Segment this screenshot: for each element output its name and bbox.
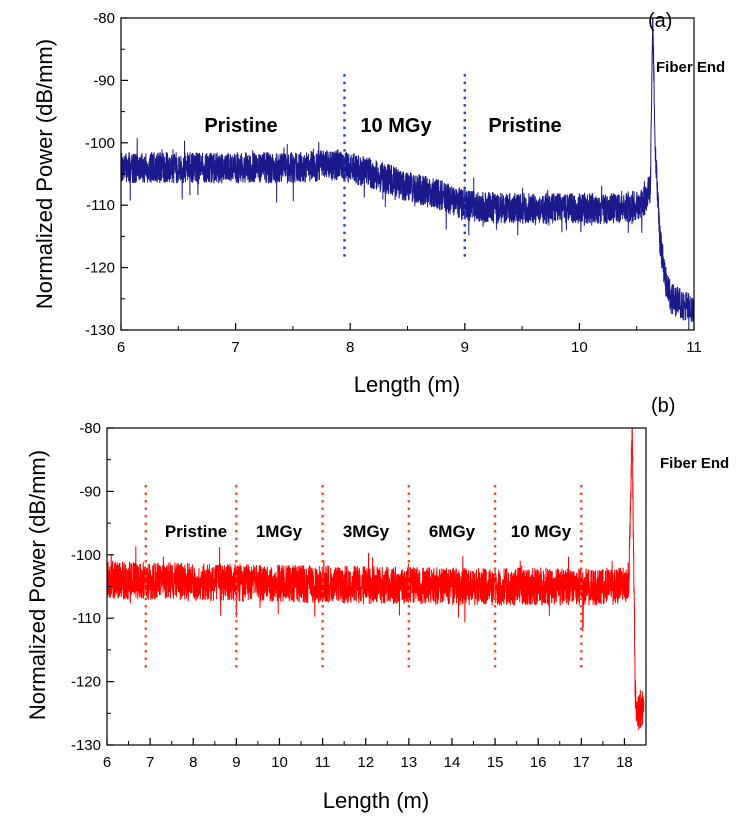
panel-b-x-tick-label: 10 — [271, 754, 288, 771]
panel-b-x-tick-label: 16 — [530, 754, 547, 771]
panel-b-x-tick-label: 7 — [146, 754, 154, 771]
panel-b-x-tick-label: 17 — [573, 754, 590, 771]
panel-a-x-tick-label: 11 — [686, 339, 702, 356]
panel-a-plot-clip-group — [121, 18, 694, 330]
panel-b: 6 7 8 9 10 11 12 13 14 15 16 17 18 -80 -90 -100 -110 -12… — [25, 395, 729, 813]
panel-b-x-tick-label: 15 — [487, 754, 504, 771]
panel-a-series-line — [121, 18, 694, 330]
panel-a-x-tick-label: 8 — [346, 339, 354, 356]
panel-b-y-tick-label: -120 — [71, 674, 101, 691]
panel-b-region-label: 6MGy — [429, 522, 476, 541]
panel-b-x-tick-label: 12 — [357, 754, 374, 771]
panel-a-fiber-end-label: Fiber End — [656, 59, 725, 76]
panel-a-x-tick-label: 10 — [571, 339, 588, 356]
panel-b-x-tick-label: 11 — [315, 754, 331, 771]
panel-a-x-ticks: 6 7 8 9 10 11 — [117, 323, 702, 356]
panel-b-x-tick-label: 18 — [616, 754, 633, 771]
panel-b-y-tick-label: -90 — [79, 483, 101, 500]
panel-b-series-line — [107, 428, 645, 731]
panel-b-fiber-end-label: Fiber End — [660, 455, 729, 472]
panel-b-x-ticks: 6 7 8 9 10 11 12 13 14 15 16 17 18 — [103, 738, 633, 771]
panel-a-x-tick-label: 9 — [461, 339, 469, 356]
panel-a-y-axis-title: Normalized Power (dB/mm) — [32, 39, 57, 309]
panel-a: 6 7 8 9 10 11 -80 -90 -100 -110 -120 -130 Length (… — [32, 10, 725, 397]
panel-b-region-label: 10 MGy — [511, 522, 572, 541]
panel-b-y-tick-label: -130 — [71, 737, 101, 754]
panel-b-x-tick-label: 9 — [232, 754, 240, 771]
panel-b-x-tick-label: 13 — [400, 754, 417, 771]
panel-a-y-tick-label: -90 — [93, 72, 115, 89]
panel-b-region-label: 1MGy — [256, 522, 303, 541]
panel-a-y-tick-label: -100 — [85, 135, 115, 152]
panel-b-plot-clip-group — [107, 428, 645, 731]
panel-a-region-label: Pristine — [204, 115, 277, 137]
panel-b-y-axis-title: Normalized Power (dB/mm) — [25, 450, 50, 720]
panel-b-label: (b) — [651, 395, 675, 417]
panel-b-y-tick-label: -110 — [72, 610, 101, 627]
panel-b-region-label: 3MGy — [343, 522, 390, 541]
panel-b-x-tick-label: 14 — [444, 754, 461, 771]
panel-b-x-tick-label: 8 — [189, 754, 197, 771]
panel-b-y-ticks: -80 -90 -100 -110 -120 -130 — [71, 420, 114, 754]
panel-a-dividers — [343, 74, 466, 262]
panel-a-label: (a) — [648, 10, 672, 32]
panel-a-y-ticks: -80 -90 -100 -110 -120 -130 — [85, 10, 128, 339]
panel-a-y-tick-label: -130 — [85, 322, 115, 339]
panel-a-x-tick-label: 7 — [231, 339, 239, 356]
panel-a-y-tick-label: -80 — [93, 10, 115, 27]
panel-a-x-axis-title: Length (m) — [354, 372, 460, 397]
panel-b-x-tick-label: 6 — [103, 754, 111, 771]
panel-b-x-axis-title: Length (m) — [323, 788, 429, 813]
panel-b-region-label: Pristine — [165, 522, 227, 541]
panel-a-y-tick-label: -120 — [85, 260, 115, 277]
panel-a-region-label: 10 MGy — [360, 115, 432, 137]
panel-b-dividers — [144, 485, 583, 669]
panel-a-region-label: Pristine — [488, 115, 561, 137]
panel-b-y-tick-label: -100 — [71, 547, 101, 564]
panel-b-y-tick-label: -80 — [79, 420, 101, 437]
panel-a-x-tick-label: 6 — [117, 339, 125, 356]
panel-a-y-tick-label: -110 — [86, 197, 115, 214]
